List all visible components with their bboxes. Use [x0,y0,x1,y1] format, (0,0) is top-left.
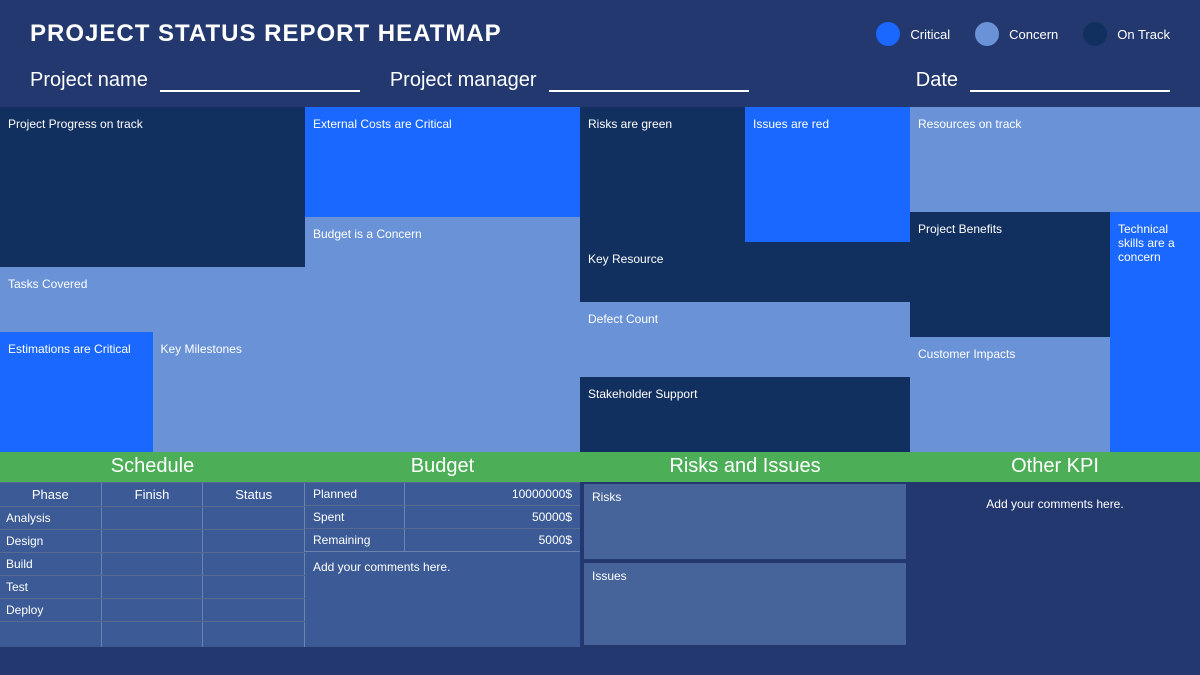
schedule-phase: Test [0,576,102,598]
schedule-phase: Analysis [0,507,102,529]
heatmap-col-5: Resources on track Project Benefits Tech… [910,107,1200,452]
project-name-label: Project name [30,69,148,92]
risks-box[interactable]: Risks [584,484,906,559]
project-name-input[interactable] [160,68,360,92]
schedule-cell[interactable] [203,622,305,647]
tile-technical-skills: Technical skills are a concern [1110,212,1200,337]
schedule-cell[interactable] [102,599,204,621]
schedule-title: Schedule [0,452,305,482]
tile-critical-blank [1110,337,1200,452]
schedule-cell[interactable] [0,622,102,647]
schedule-cell[interactable] [102,576,204,598]
tile-resources-ontrack: Resources on track [910,107,1200,212]
budget-planned-value: 10000000$ [405,483,580,505]
heatmap-col-2: External Costs are Critical Budget is a … [305,107,580,452]
schedule-cell[interactable] [102,553,204,575]
legend-concern: Concern [975,22,1058,46]
schedule-header-status: Status [203,483,305,506]
project-manager-field: Project manager [390,68,749,92]
kpi-title: Other KPI [910,452,1200,482]
date-input[interactable] [970,68,1170,92]
legend-dot-critical [876,22,900,46]
tile-milestones: Key Milestones [153,332,306,452]
page-title: PROJECT STATUS REPORT HEATMAP [30,20,876,48]
schedule-cell[interactable] [102,622,204,647]
budget-spent-label: Spent [305,506,405,528]
legend-critical: Critical [876,22,950,46]
tile-stakeholder: Stakeholder Support [580,377,910,452]
schedule-cell[interactable] [203,553,305,575]
legend-label-ontrack: On Track [1117,27,1170,42]
project-name-field: Project name [30,68,360,92]
tile-external-costs: External Costs are Critical [305,107,580,217]
schedule-cell[interactable] [203,599,305,621]
legend-dot-ontrack [1083,22,1107,46]
heatmap-col-1: Project Progress on track Tasks Covered … [0,107,305,452]
schedule-cell[interactable] [203,507,305,529]
schedule-header-phase: Phase [0,483,102,506]
budget-spent-value: 50000$ [405,506,580,528]
tile-issues-red: Issues are red [745,107,910,242]
legend: Critical Concern On Track [876,22,1170,46]
budget-planned-label: Planned [305,483,405,505]
schedule-phase: Deploy [0,599,102,621]
schedule-section: Schedule Phase Finish Status Analysis De… [0,452,305,647]
tile-risks-green: Risks are green [580,107,745,242]
tile-customer-impacts: Customer Impacts [910,337,1110,452]
budget-remaining-label: Remaining [305,529,405,551]
kpi-comment[interactable]: Add your comments here. [910,482,1200,647]
heatmap: Project Progress on track Tasks Covered … [0,107,1200,452]
schedule-cell[interactable] [203,576,305,598]
schedule-header-finish: Finish [102,483,204,506]
tile-tasks: Tasks Covered [0,267,305,332]
budget-title: Budget [305,452,580,482]
tile-estimations: Estimations are Critical [0,332,153,452]
tile-budget-concern: Budget is a Concern [305,217,580,452]
schedule-phase: Design [0,530,102,552]
date-label: Date [916,69,958,92]
budget-remaining-value: 5000$ [405,529,580,551]
budget-section: Budget Planned10000000$ Spent50000$ Rema… [305,452,580,647]
project-manager-label: Project manager [390,69,537,92]
schedule-table: Phase Finish Status Analysis Design Buil… [0,482,305,647]
legend-ontrack: On Track [1083,22,1170,46]
project-manager-input[interactable] [549,68,749,92]
heatmap-col-3: Risks are green Issues are red Key Resou… [580,107,910,452]
legend-label-concern: Concern [1009,27,1058,42]
tile-project-benefits: Project Benefits [910,212,1110,337]
schedule-cell[interactable] [102,530,204,552]
legend-label-critical: Critical [910,27,950,42]
tile-defect-count: Defect Count [580,302,910,377]
meta-row: Project name Project manager Date [0,58,1200,107]
kpi-section: Other KPI Add your comments here. [910,452,1200,647]
schedule-phase: Build [0,553,102,575]
schedule-cell[interactable] [203,530,305,552]
tile-progress: Project Progress on track [0,107,305,267]
risks-section: Risks and Issues Risks Issues [580,452,910,647]
budget-comment[interactable]: Add your comments here. [305,551,580,647]
issues-box[interactable]: Issues [584,563,906,645]
bottom-row: Schedule Phase Finish Status Analysis De… [0,452,1200,647]
date-field: Date [916,68,1170,92]
tile-key-resource: Key Resource [580,242,910,302]
header-row: PROJECT STATUS REPORT HEATMAP Critical C… [0,0,1200,58]
risks-title: Risks and Issues [580,452,910,482]
schedule-cell[interactable] [102,507,204,529]
legend-dot-concern [975,22,999,46]
